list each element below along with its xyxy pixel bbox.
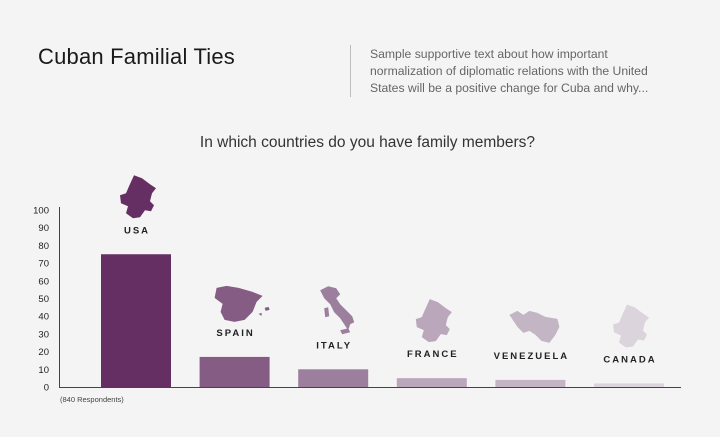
bars (101, 254, 664, 387)
page-title: Cuban Familial Ties (38, 44, 235, 69)
y-tick-label: 70 (38, 259, 49, 270)
france-map-icon (415, 299, 452, 343)
y-tick-label: 30 (38, 329, 49, 340)
venezuela-map-icon (509, 310, 560, 343)
y-tick-label: 80 (38, 241, 49, 252)
category-label-spain: SPAIN (216, 328, 254, 339)
category-label-italy: ITALY (316, 340, 352, 351)
respondents-note: (840 Respondents) (60, 395, 124, 404)
category-label-usa: USA (124, 225, 150, 236)
y-axis: 0 10 20 30 40 50 60 70 80 90 100 (33, 206, 49, 394)
bar-france (396, 378, 467, 387)
country-icons (120, 175, 649, 348)
y-tick-label: 100 (33, 206, 49, 217)
category-labels: USA SPAIN ITALY FRANCE VENEZUELA CANADA (124, 225, 656, 365)
header-description: Sample supportive text about how importa… (370, 47, 649, 95)
y-tick-label: 10 (38, 365, 49, 376)
chart-title: In which countries do you have family me… (199, 134, 536, 151)
spain-map-icon (214, 285, 270, 322)
y-tick-label: 20 (38, 347, 49, 358)
category-label-france: FRANCE (407, 349, 459, 360)
y-tick-label: 90 (38, 223, 49, 234)
y-tick-label: 50 (38, 294, 49, 305)
header-divider (350, 45, 351, 97)
bar-italy (298, 369, 369, 387)
category-label-canada: CANADA (603, 354, 656, 365)
bar-spain (199, 356, 270, 387)
bar-venezuela (495, 379, 566, 387)
bar-canada (594, 383, 664, 387)
italy-map-icon (320, 286, 355, 335)
y-tick-label: 40 (38, 312, 49, 323)
category-label-venezuela: VENEZUELA (494, 351, 570, 362)
y-tick-label: 0 (44, 383, 49, 394)
y-tick-label: 60 (38, 276, 49, 287)
canada-map-icon (613, 304, 649, 348)
usa-map-icon (120, 175, 156, 219)
bar-usa (101, 254, 171, 387)
